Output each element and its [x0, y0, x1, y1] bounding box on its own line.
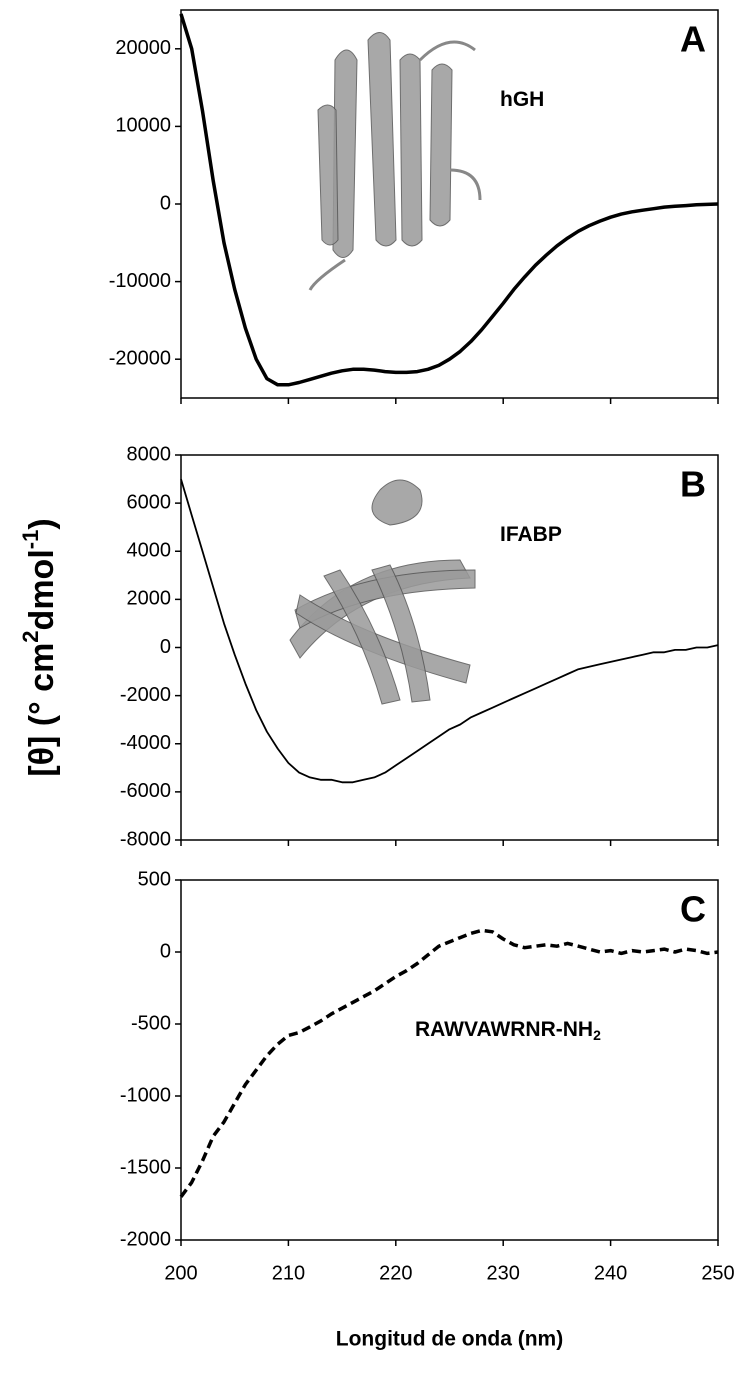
y-tick-label: 2000 — [127, 588, 172, 610]
y-tick-label: -2000 — [120, 684, 171, 706]
y-tick-label: 8000 — [127, 443, 172, 465]
y-tick-label: 4000 — [127, 540, 172, 562]
annotation-part: RAWVAWRNR-NH — [415, 1018, 593, 1041]
y-tick-label: -1500 — [120, 1156, 171, 1178]
y-tick-label: -4000 — [120, 732, 171, 754]
data-line — [179, 928, 719, 1198]
annotation: IFABP — [500, 523, 562, 546]
y-title-part: -1 — [18, 530, 43, 550]
panel-label: C — [680, 889, 706, 930]
y-tick-label: -20000 — [109, 347, 171, 369]
y-tick-label: -500 — [131, 1012, 171, 1034]
x-tick-label: 210 — [272, 1262, 305, 1284]
annotation: RAWVAWRNR-NH2 — [415, 1018, 601, 1043]
data-line — [179, 13, 719, 387]
y-tick-label: 6000 — [127, 491, 172, 513]
y-axis-title: [θ] (° cm2dmol-1) — [18, 518, 61, 776]
plot-frame — [180, 879, 719, 1241]
y-tick-label: -1000 — [120, 1084, 171, 1106]
y-title-part: [θ] (° cm — [23, 643, 61, 777]
x-tick-label: 200 — [164, 1262, 197, 1284]
y-tick-label: 0 — [160, 192, 171, 214]
x-tick-label: 250 — [701, 1262, 734, 1284]
panel: -2000 -1500 -1000 -500 0 500 200 210 220 230 240 25… — [120, 868, 735, 1350]
y-tick-label: 500 — [138, 868, 171, 890]
data-line — [180, 478, 719, 784]
protein-loop — [308, 40, 482, 291]
x-tick-label: 230 — [487, 1262, 520, 1284]
plot-frame — [180, 454, 719, 841]
y-tick-label: -6000 — [120, 780, 171, 802]
y-title-part: 2 — [18, 630, 43, 642]
y-title-part: dmol — [23, 549, 61, 630]
y-tick-label: 10000 — [115, 115, 171, 137]
protein-image-hgh — [308, 32, 482, 291]
x-tick-label: 240 — [594, 1262, 627, 1284]
y-tick-label: 20000 — [115, 37, 171, 59]
x-tick-label: 220 — [379, 1262, 412, 1284]
x-axis-title: Longitud de onda (nm) — [336, 1328, 563, 1351]
panel-label: A — [680, 19, 706, 60]
panel-label: B — [680, 464, 706, 505]
y-tick-label: 0 — [160, 940, 171, 962]
y-title-part: ) — [23, 518, 61, 529]
y-tick-label: -8000 — [120, 828, 171, 850]
y-tick-label: -2000 — [120, 1228, 171, 1250]
annotation-part: IFABP — [500, 523, 562, 546]
y-tick-label: -10000 — [109, 270, 171, 292]
panel: -8000 -6000 -4000 -2000 0 2000 4000 6000 8000 B IF… — [18, 443, 719, 850]
annotation-part: 2 — [593, 1027, 601, 1043]
y-tick-label: 0 — [160, 636, 171, 658]
annotation-part: hGH — [500, 88, 544, 111]
protein-image-ifabp — [289, 479, 476, 705]
annotation: hGH — [500, 88, 544, 111]
